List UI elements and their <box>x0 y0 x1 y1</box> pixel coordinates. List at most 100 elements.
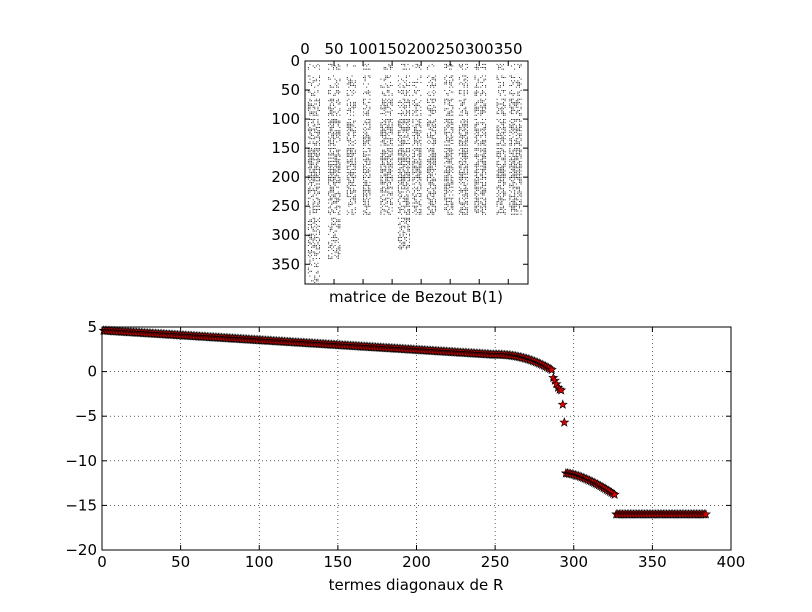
spy-nonzero-dot <box>334 94 336 96</box>
spy-nonzero-dot <box>445 152 447 154</box>
spy-nonzero-dot <box>519 200 520 202</box>
spy-nonzero-dot <box>463 149 465 151</box>
spy-nonzero-dot <box>431 183 433 185</box>
spy-nonzero-dot <box>517 199 519 201</box>
spy-nonzero-dot <box>380 78 382 80</box>
spy-nonzero-dot <box>337 221 339 222</box>
spy-nonzero-dot <box>385 167 387 169</box>
spy-nonzero-dot <box>460 164 462 166</box>
spy-nonzero-dot <box>418 193 420 195</box>
spy-nonzero-dot <box>444 133 446 135</box>
spy-nonzero-dot <box>390 164 391 166</box>
spy-nonzero-dot <box>404 172 406 174</box>
spy-nonzero-dot <box>428 199 430 201</box>
spy-nonzero-dot <box>496 144 498 146</box>
spy-nonzero-dot <box>444 208 446 210</box>
spy-nonzero-dot <box>415 103 417 105</box>
spy-nonzero-dot <box>458 170 460 172</box>
spy-nonzero-dot <box>366 197 368 199</box>
spy-nonzero-dot <box>315 253 317 255</box>
spy-nonzero-dot <box>519 123 520 125</box>
spy-nonzero-dot <box>397 144 399 146</box>
spy-nonzero-dot <box>312 81 314 83</box>
spy-nonzero-dot <box>382 152 383 154</box>
spy-nonzero-dot <box>388 191 390 193</box>
spy-nonzero-dot <box>434 191 436 193</box>
spy-nonzero-dot <box>517 63 519 65</box>
spy-nonzero-dot <box>504 90 506 91</box>
spy-nonzero-dot <box>477 212 479 214</box>
spy-nonzero-dot <box>401 90 403 91</box>
spy-nonzero-dot <box>465 106 467 108</box>
spy-nonzero-dot <box>463 173 465 175</box>
spy-nonzero-dot <box>418 130 420 132</box>
spy-nonzero-dot <box>445 207 447 209</box>
spy-nonzero-dot <box>329 197 331 199</box>
spy-nonzero-dot <box>480 186 482 188</box>
spy-nonzero-dot <box>407 188 409 190</box>
spy-nonzero-dot <box>309 262 311 264</box>
spy-nonzero-dot <box>350 199 351 201</box>
spy-nonzero-dot <box>404 243 406 245</box>
spy-nonzero-dot <box>317 120 319 122</box>
spy-nonzero-dot <box>319 101 320 103</box>
spy-nonzero-dot <box>444 100 446 102</box>
spy-nonzero-dot <box>498 210 500 212</box>
spy-nonzero-dot <box>314 111 316 113</box>
spy-nonzero-dot <box>503 63 504 65</box>
spy-nonzero-dot <box>465 128 467 130</box>
spy-nonzero-dot <box>447 114 449 116</box>
spy-nonzero-dot <box>466 180 468 182</box>
spy-nonzero-dot <box>315 186 317 188</box>
spy-nonzero-dot <box>462 162 463 164</box>
spy-nonzero-dot <box>334 159 336 161</box>
spy-nonzero-dot <box>354 139 356 141</box>
spy-nonzero-dot <box>407 189 409 191</box>
spy-nonzero-dot <box>380 133 382 135</box>
spy-nonzero-dot <box>333 232 334 234</box>
spy-nonzero-dot <box>333 173 334 175</box>
spy-nonzero-dot <box>391 164 393 166</box>
spy-nonzero-dot <box>334 168 336 170</box>
spy-nonzero-dot <box>517 149 519 151</box>
spy-nonzero-dot <box>348 135 350 136</box>
spy-nonzero-dot <box>485 157 487 159</box>
spy-nonzero-dot <box>499 188 501 190</box>
spy-nonzero-dot <box>498 191 500 193</box>
spy-nonzero-dot <box>514 210 516 212</box>
spy-nonzero-dot <box>483 78 485 80</box>
spy-nonzero-dot <box>503 119 504 120</box>
spy-nonzero-dot <box>388 180 390 182</box>
spy-nonzero-dot <box>485 125 487 127</box>
spy-nonzero-dot <box>476 205 478 207</box>
spy-nonzero-dot <box>402 159 404 161</box>
spy-nonzero-dot <box>386 185 388 187</box>
spy-nonzero-dot <box>319 75 320 77</box>
spy-nonzero-dot <box>407 229 409 230</box>
spy-nonzero-dot <box>369 108 371 110</box>
spy-nonzero-dot <box>466 136 468 138</box>
spy-nonzero-dot <box>339 108 341 110</box>
spy-nonzero-dot <box>465 75 467 77</box>
spy-nonzero-dot <box>501 138 503 140</box>
spy-nonzero-dot <box>336 157 338 159</box>
spy-nonzero-dot <box>485 139 487 141</box>
spy-nonzero-dot <box>501 128 503 130</box>
spy-nonzero-dot <box>481 108 483 110</box>
spy-nonzero-dot <box>390 165 391 167</box>
spy-nonzero-dot <box>315 164 317 166</box>
spy-nonzero-dot <box>466 138 468 140</box>
spy-nonzero-dot <box>315 156 317 158</box>
spy-nonzero-dot <box>498 109 500 111</box>
spy-nonzero-dot <box>307 269 309 271</box>
spy-nonzero-dot <box>426 189 428 191</box>
spy-nonzero-dot <box>405 240 407 242</box>
spy-nonzero-dot <box>509 131 511 133</box>
spy-nonzero-dot <box>402 106 404 108</box>
spy-nonzero-dot <box>309 152 311 154</box>
spy-nonzero-dot <box>417 141 419 143</box>
spy-nonzero-dot <box>511 90 512 91</box>
spy-nonzero-dot <box>369 170 371 172</box>
spy-nonzero-dot <box>353 111 355 113</box>
spy-nonzero-dot <box>311 128 312 130</box>
